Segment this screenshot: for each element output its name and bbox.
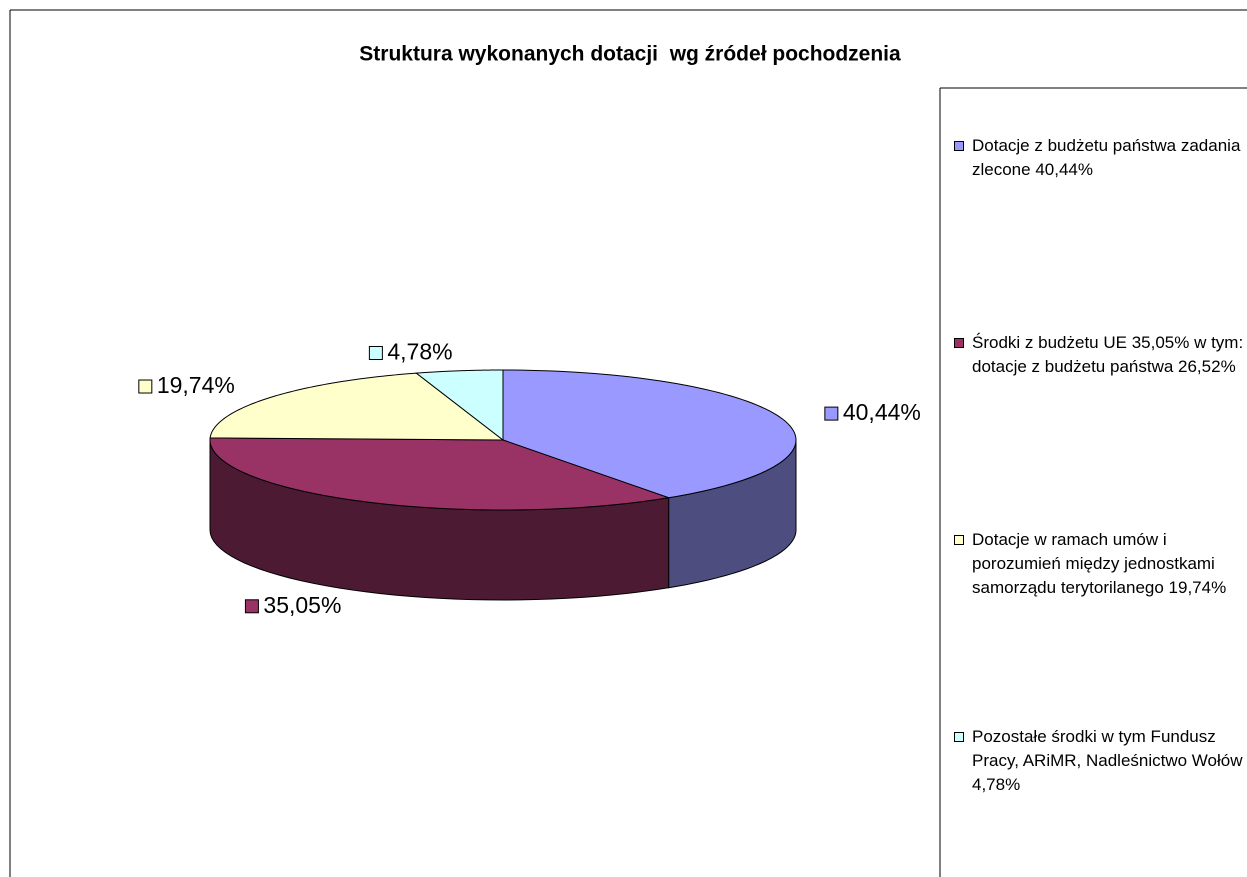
value-label-group: 35,05% bbox=[244, 592, 341, 618]
legend-swatch bbox=[954, 535, 964, 545]
value-label: 40,44% bbox=[843, 399, 921, 425]
legend-label: Pozostałe środki w tym Fundusz Pracy, AR… bbox=[972, 727, 1243, 794]
value-label: 4,78% bbox=[387, 339, 452, 365]
slice bbox=[209, 437, 669, 511]
slice bbox=[209, 372, 505, 441]
legend-item: Pozostałe środki w tym Fundusz Pracy, AR… bbox=[952, 725, 1247, 797]
legend-item: Środki z budżetu UE 35,05% w tym: dotacj… bbox=[952, 331, 1247, 379]
value-label-group: 19,74% bbox=[138, 372, 235, 398]
value-label-swatch bbox=[824, 406, 839, 421]
legend-label: Dotacje w ramach umów i porozumień międz… bbox=[972, 530, 1227, 597]
value-label-swatch bbox=[138, 379, 153, 394]
value-label: 35,05% bbox=[263, 592, 341, 618]
legend-swatch bbox=[954, 141, 964, 151]
legend-label: Dotacje z budżetu państwa zadania zlecon… bbox=[972, 136, 1241, 179]
slice bbox=[414, 369, 504, 442]
legend-item: Dotacje w ramach umów i porozumień międz… bbox=[952, 528, 1247, 600]
slice bbox=[502, 369, 797, 499]
legend-label: Środki z budżetu UE 35,05% w tym: dotacj… bbox=[972, 333, 1244, 376]
value-label-swatch bbox=[244, 599, 259, 614]
legend-swatch bbox=[954, 338, 964, 348]
legend-swatch bbox=[954, 732, 964, 742]
value-label-group: 4,78% bbox=[368, 339, 453, 365]
legend-item: Dotacje z budżetu państwa zadania zlecon… bbox=[952, 134, 1247, 182]
value-label-group: 40,44% bbox=[824, 399, 921, 425]
value-label: 19,74% bbox=[157, 372, 235, 398]
chart-title: Struktura wykonanych dotacji wg źródeł p… bbox=[359, 43, 901, 66]
value-label-swatch bbox=[368, 345, 383, 360]
